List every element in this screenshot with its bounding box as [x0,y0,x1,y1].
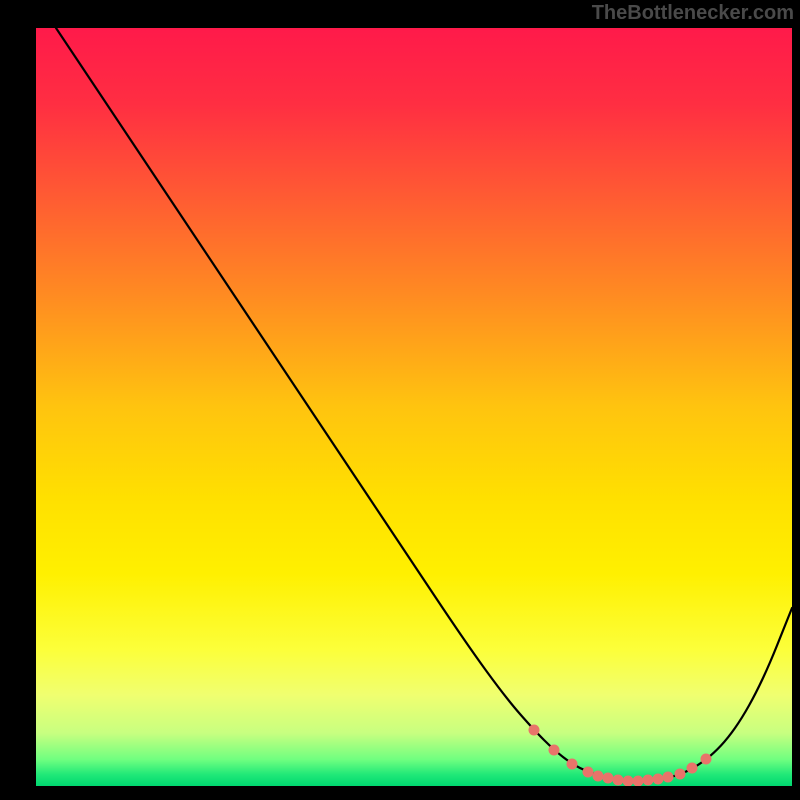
watermark-text: TheBottlenecker.com [592,2,794,25]
curve-marker [549,745,560,756]
curve-marker [593,771,604,782]
curve-marker [529,725,540,736]
curve-marker [643,775,654,786]
curve-path [56,28,792,781]
curve-marker [687,763,698,774]
curve-marker [633,776,644,787]
curve-marker [663,772,674,783]
curve-marker [613,775,624,786]
curve-marker [583,767,594,778]
curve-marker [701,754,712,765]
plot-area [36,28,792,786]
bottleneck-curve [36,28,792,786]
chart-container: TheBottlenecker.com [0,0,800,800]
curve-marker [567,759,578,770]
curve-marker [623,776,634,787]
curve-marker [675,769,686,780]
curve-marker [603,773,614,784]
curve-marker [653,774,664,785]
